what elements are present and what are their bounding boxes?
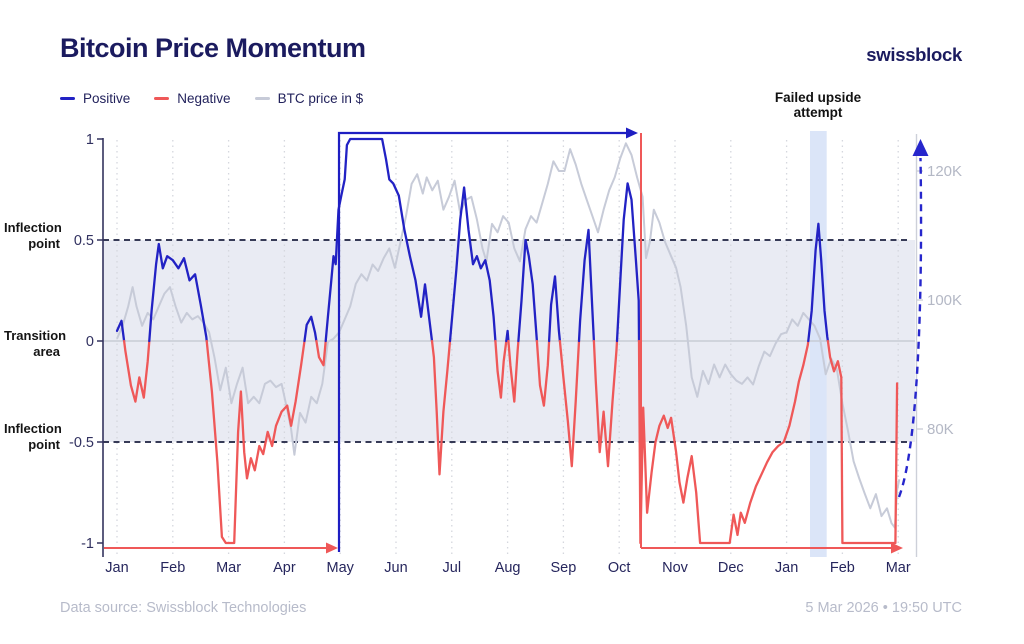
svg-text:Feb: Feb xyxy=(160,560,185,576)
legend-item-positive: Positive xyxy=(60,91,130,106)
annotation-transition-area: Transition area xyxy=(4,328,67,359)
svg-text:Jan: Jan xyxy=(775,560,798,576)
svg-text:Sep: Sep xyxy=(550,560,576,576)
svg-text:120K: 120K xyxy=(927,163,962,180)
svg-text:Jul: Jul xyxy=(443,560,462,576)
btc-price-line-swatch-icon xyxy=(254,97,270,100)
annotation-failed-upside-attempt: Failed upside attempt xyxy=(774,90,862,120)
timestamp: 5 Mar 2026 • 19:50 UTC xyxy=(805,600,962,616)
page-title: Bitcoin Price Momentum xyxy=(60,33,366,63)
svg-text:-1: -1 xyxy=(81,536,94,552)
svg-text:Mar: Mar xyxy=(216,560,241,576)
data-source-note: Data source: Swissblock Technologies xyxy=(60,600,307,616)
positive-line-swatch-icon xyxy=(60,97,75,100)
legend-item-btc-price: BTC price in $ xyxy=(254,91,364,106)
svg-text:-0.5: -0.5 xyxy=(69,435,94,451)
svg-text:Jan: Jan xyxy=(105,560,128,576)
swissblock-logo: swissblock xyxy=(866,44,962,65)
svg-text:May: May xyxy=(326,560,354,576)
svg-text:Feb: Feb xyxy=(830,560,855,576)
legend-item-negative: Negative xyxy=(154,91,231,106)
legend-label-positive: Positive xyxy=(83,91,131,106)
annotation-inflection-point-lower: Inflection point xyxy=(4,421,62,452)
svg-text:Aug: Aug xyxy=(495,560,521,576)
legend-label-btc-price: BTC price in $ xyxy=(277,91,364,106)
svg-text:Nov: Nov xyxy=(662,560,689,576)
svg-text:Dec: Dec xyxy=(718,560,744,576)
svg-text:Jun: Jun xyxy=(384,560,407,576)
svg-text:Oct: Oct xyxy=(608,560,631,576)
svg-text:0: 0 xyxy=(86,334,94,350)
negative-line-swatch-icon xyxy=(154,97,170,100)
svg-text:Mar: Mar xyxy=(886,560,911,576)
svg-text:80K: 80K xyxy=(927,421,954,438)
legend: Positive Negative BTC price in $ xyxy=(60,91,363,106)
svg-text:1: 1 xyxy=(86,132,94,148)
legend-label-negative: Negative xyxy=(177,91,231,106)
svg-text:Apr: Apr xyxy=(273,560,296,576)
svg-text:0.5: 0.5 xyxy=(74,233,94,249)
svg-text:100K: 100K xyxy=(927,292,962,309)
annotation-inflection-point-upper: Inflection point xyxy=(4,220,62,251)
